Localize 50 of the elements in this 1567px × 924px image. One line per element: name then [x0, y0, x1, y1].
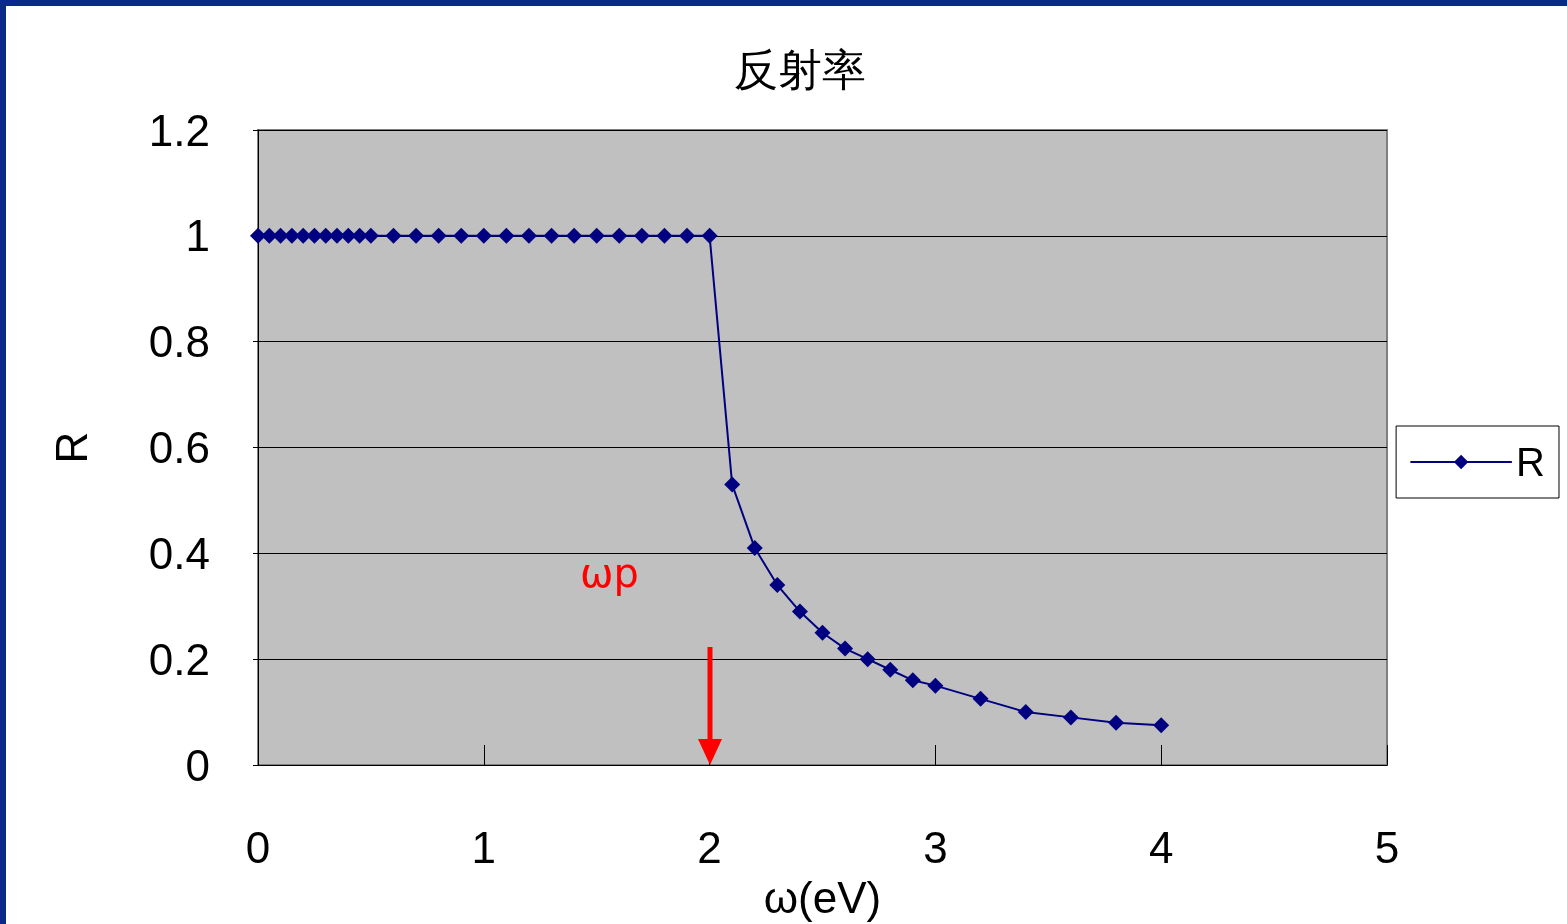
- point: [520, 227, 537, 244]
- x-axis-title: ω(eV): [763, 872, 882, 922]
- x-tick-label: 1: [471, 822, 497, 872]
- point: [724, 476, 741, 493]
- point: [1017, 704, 1034, 721]
- point: [475, 227, 492, 244]
- point: [611, 227, 628, 244]
- point: [566, 227, 583, 244]
- point: [701, 227, 718, 244]
- annotation: ωp: [580, 550, 639, 596]
- point: [656, 227, 673, 244]
- point: [250, 227, 266, 244]
- chart-title: 反射率: [734, 44, 866, 94]
- point: [453, 227, 470, 244]
- x-tick-label: 5: [1374, 822, 1400, 872]
- point: [972, 690, 989, 707]
- y-tick-label: 0.6: [148, 423, 210, 472]
- point: [859, 651, 876, 668]
- point: [1108, 714, 1125, 731]
- point: [1062, 709, 1079, 726]
- y-tick-label: 0.2: [148, 634, 210, 684]
- point: [927, 677, 944, 694]
- y-tick-label: 0.4: [148, 528, 210, 578]
- y-axis-title: R: [46, 431, 96, 464]
- y-tick-label: 0.8: [148, 317, 210, 367]
- point: [498, 227, 515, 244]
- legend-label: R: [1516, 440, 1545, 484]
- point: [882, 661, 899, 678]
- point: [837, 640, 854, 657]
- y-tick-label: 1.2: [148, 105, 210, 155]
- point: [385, 227, 402, 244]
- point: [408, 227, 425, 244]
- point: [633, 227, 650, 244]
- x-tick-label: 3: [923, 822, 948, 872]
- point: [679, 227, 696, 244]
- point: [1153, 717, 1170, 734]
- point: [769, 577, 786, 594]
- x-tick-label: 0: [245, 822, 271, 872]
- y-tick-label: 0: [185, 740, 210, 790]
- point: [904, 672, 921, 689]
- x-tick-label: 4: [1148, 822, 1174, 872]
- point: [306, 227, 323, 244]
- point: [430, 227, 447, 244]
- point: [588, 227, 605, 244]
- y-tick-label: 1: [185, 211, 210, 261]
- point: [746, 540, 763, 557]
- point: [814, 624, 831, 641]
- point: [791, 603, 808, 620]
- point: [543, 227, 560, 244]
- x-tick-label: 2: [697, 822, 722, 872]
